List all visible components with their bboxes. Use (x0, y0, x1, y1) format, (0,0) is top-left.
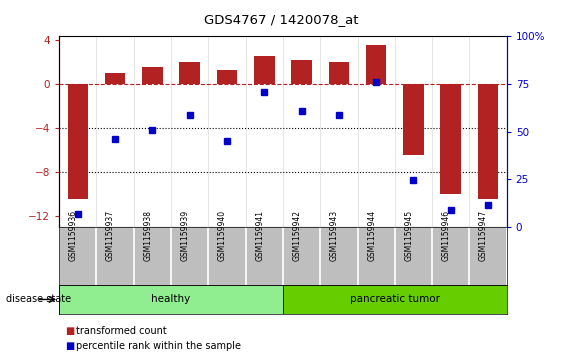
Bar (142, 68, 163, 84)
Text: healthy: healthy (151, 294, 191, 305)
Bar (366, 45, 386, 84)
Text: GSM1159943: GSM1159943 (330, 210, 339, 261)
Bar (291, 60, 312, 84)
Text: ■: ■ (65, 326, 74, 336)
Text: GSM1159941: GSM1159941 (255, 210, 264, 261)
Bar (217, 70, 237, 84)
Bar (105, 73, 126, 84)
Bar (478, 84, 498, 199)
Bar (68, 84, 88, 199)
Text: GSM1159946: GSM1159946 (442, 210, 451, 261)
Text: GSM1159945: GSM1159945 (404, 210, 413, 261)
Text: GSM1159944: GSM1159944 (367, 210, 376, 261)
Bar (403, 84, 424, 155)
Bar (283, 285, 507, 314)
Text: GSM1159937: GSM1159937 (106, 210, 115, 261)
Text: ■: ■ (65, 341, 74, 351)
Text: GSM1159947: GSM1159947 (479, 210, 488, 261)
Text: GSM1159940: GSM1159940 (218, 210, 227, 261)
Bar (180, 62, 200, 84)
Text: transformed count: transformed count (76, 326, 167, 336)
Text: disease state: disease state (6, 294, 71, 305)
Bar (440, 84, 461, 194)
Bar (59, 285, 283, 314)
Text: percentile rank within the sample: percentile rank within the sample (76, 341, 241, 351)
Text: GDS4767 / 1420078_at: GDS4767 / 1420078_at (204, 13, 359, 26)
Bar (254, 57, 275, 84)
Text: GSM1159942: GSM1159942 (293, 210, 302, 261)
Text: GSM1159938: GSM1159938 (144, 210, 153, 261)
Text: GSM1159936: GSM1159936 (69, 210, 78, 261)
Text: pancreatic tumor: pancreatic tumor (350, 294, 440, 305)
Bar (329, 62, 349, 84)
Text: GSM1159939: GSM1159939 (181, 210, 190, 261)
